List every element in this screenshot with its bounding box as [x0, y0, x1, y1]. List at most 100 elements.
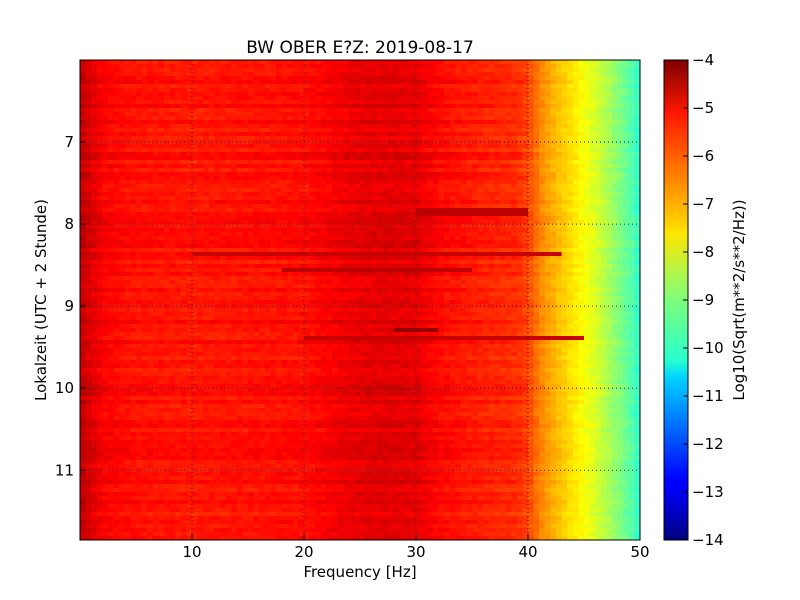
heatmap-cell	[427, 152, 434, 157]
heatmap-cell	[623, 176, 630, 181]
heatmap-cell	[276, 204, 283, 209]
heatmap-cell	[567, 168, 574, 173]
heatmap-cell	[612, 80, 619, 85]
heatmap-cell	[477, 236, 484, 241]
heatmap-cell	[376, 208, 383, 213]
heatmap-cell	[612, 100, 619, 105]
heatmap-cell	[572, 232, 579, 237]
heatmap-cell	[404, 92, 411, 97]
heatmap-cell	[152, 208, 159, 213]
heatmap-cell	[175, 236, 182, 241]
heatmap-cell	[589, 180, 596, 185]
heatmap-cell	[416, 232, 423, 237]
heatmap-cell	[511, 84, 518, 89]
heatmap-cell	[332, 184, 339, 189]
heatmap-cell	[449, 184, 456, 189]
heatmap-cell	[80, 112, 87, 117]
heatmap-cell	[158, 172, 165, 177]
heatmap-cell	[561, 252, 568, 257]
heatmap-cell	[96, 216, 103, 221]
heatmap-cell	[320, 108, 327, 113]
heatmap-cell	[309, 96, 316, 101]
heatmap-cell	[455, 216, 462, 221]
heatmap-cell	[578, 164, 585, 169]
heatmap-cell	[460, 148, 467, 153]
heatmap-cell	[304, 60, 311, 65]
heatmap-cell	[600, 256, 607, 261]
heatmap-cell	[96, 240, 103, 245]
heatmap-cell	[119, 228, 126, 233]
heatmap-cell	[281, 208, 288, 213]
heatmap-cell	[539, 200, 546, 205]
heatmap-cell	[231, 212, 238, 217]
heatmap-cell	[231, 232, 238, 237]
heatmap-cell	[220, 196, 227, 201]
heatmap-cell	[164, 136, 171, 141]
heatmap-cell	[556, 80, 563, 85]
heatmap-cell	[628, 240, 635, 245]
heatmap-cell	[281, 172, 288, 177]
heatmap-cell	[281, 104, 288, 109]
heatmap-cell	[427, 76, 434, 81]
heatmap-cell	[421, 212, 428, 217]
heatmap-cell	[220, 96, 227, 101]
heatmap-cell	[220, 188, 227, 193]
heatmap-cell	[589, 68, 596, 73]
heatmap-cell	[606, 128, 613, 133]
heatmap-cell	[236, 228, 243, 233]
heatmap-cell	[298, 196, 305, 201]
heatmap-cell	[102, 192, 109, 197]
heatmap-cell	[124, 196, 131, 201]
heatmap-cell	[80, 156, 87, 161]
heatmap-cell	[108, 156, 115, 161]
heatmap-cell	[337, 212, 344, 217]
heatmap-cell	[220, 144, 227, 149]
heatmap-cell	[466, 192, 473, 197]
heatmap-cell	[376, 212, 383, 217]
heatmap-cell	[444, 204, 451, 209]
heatmap-cell	[337, 236, 344, 241]
heatmap-cell	[259, 68, 266, 73]
heatmap-cell	[477, 64, 484, 69]
heatmap-cell	[421, 152, 428, 157]
heatmap-cell	[304, 116, 311, 121]
heatmap-cell	[438, 64, 445, 69]
heatmap-cell	[505, 228, 512, 233]
heatmap-cell	[119, 240, 126, 245]
heatmap-cell	[578, 220, 585, 225]
heatmap-cell	[298, 124, 305, 129]
heatmap-cell	[617, 120, 624, 125]
heatmap-cell	[544, 64, 551, 69]
heatmap-cell	[600, 72, 607, 77]
heatmap-cell	[388, 176, 395, 181]
heatmap-cell	[617, 224, 624, 229]
heatmap-cell	[102, 76, 109, 81]
heatmap-cell	[203, 220, 210, 225]
heatmap-cell	[449, 120, 456, 125]
heatmap-cell	[393, 144, 400, 149]
heatmap-cell	[119, 100, 126, 105]
heatmap-cell	[393, 236, 400, 241]
heatmap-cell	[220, 124, 227, 129]
heatmap-cell	[236, 76, 243, 81]
heatmap-cell	[220, 60, 227, 65]
heatmap-cell	[231, 248, 238, 253]
heatmap-cell	[264, 224, 271, 229]
heatmap-cell	[91, 200, 98, 205]
heatmap-cell	[136, 168, 143, 173]
heatmap-cell	[236, 236, 243, 241]
heatmap-cell	[214, 224, 221, 229]
heatmap-cell	[505, 192, 512, 197]
heatmap-cell	[108, 232, 115, 237]
heatmap-cell	[477, 92, 484, 97]
heatmap-cell	[186, 132, 193, 137]
heatmap-cell	[449, 220, 456, 225]
heatmap-cell	[444, 168, 451, 173]
heatmap-cell	[449, 68, 456, 73]
heatmap-cell	[399, 180, 406, 185]
heatmap-cell	[393, 116, 400, 121]
heatmap-cell	[606, 212, 613, 217]
heatmap-cell	[533, 104, 540, 109]
heatmap-cell	[220, 224, 227, 229]
heatmap-cell	[421, 188, 428, 193]
